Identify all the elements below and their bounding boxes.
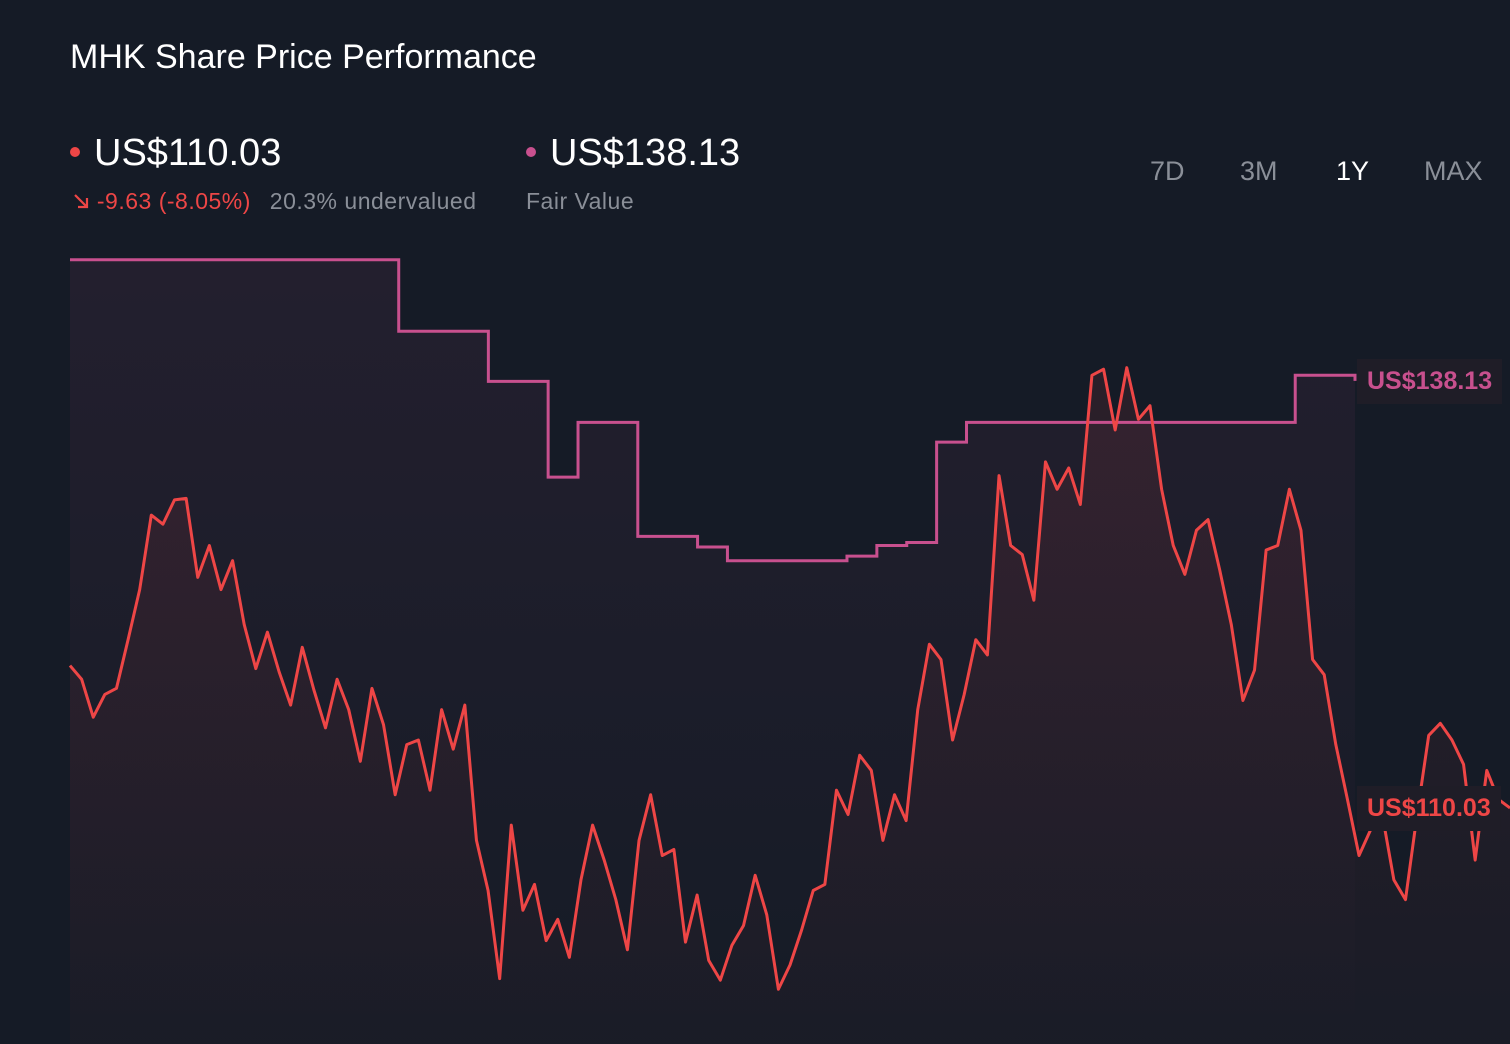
range-button[interactable]: MAX [1424,156,1483,186]
price-value: US$110.03 [94,132,282,174]
fair-value-end-label: US$138.13 [1357,358,1503,404]
fair-header: US$138.13 [526,132,740,175]
fair-value: US$138.13 [550,132,741,174]
fair-caption: Fair Value [526,188,635,214]
fair-value-line [70,258,1357,563]
chart-title: MHK Share Price Performance [70,38,537,76]
price-end-label: US$110.03 [1357,785,1501,831]
range-button[interactable]: 7D [1150,156,1185,186]
price-dot [70,146,80,157]
price-header: US$110.03 [70,132,281,175]
down-arrow [74,194,89,209]
price-sub: -9.63 (-8.05%) 20.3% undervalued [72,188,477,215]
price-change: -9.63 (-8.05%) [96,188,251,214]
range-button[interactable]: 3M [1240,156,1278,186]
price-line [68,366,1510,991]
range-button[interactable]: 1Y [1336,156,1370,186]
valuation-status: 20.3% undervalued [269,188,477,214]
fair-dot [526,146,536,157]
price-area [70,367,1510,1044]
